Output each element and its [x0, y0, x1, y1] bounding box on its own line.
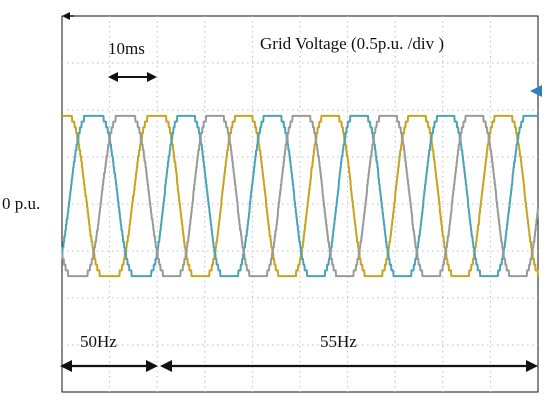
segment-label-50hz: 50Hz: [80, 332, 117, 351]
series-line-2: [61, 114, 539, 278]
chart-title: Grid Voltage (0.5p.u. /div ): [260, 34, 444, 53]
grid-lines: [61, 15, 539, 393]
segment-label-55hz: 55Hz: [320, 332, 357, 351]
waveforms: [61, 114, 539, 278]
segment-arrow-55hz: [160, 360, 538, 372]
segment-arrow-50hz: [60, 360, 158, 372]
series-line-3: [61, 114, 539, 278]
time-annotation-label: 10ms: [108, 39, 145, 58]
time-annotation-arrow: [108, 72, 157, 82]
level-marker-icon: [530, 85, 542, 97]
zero-level-label: 0 p.u.: [2, 194, 40, 213]
